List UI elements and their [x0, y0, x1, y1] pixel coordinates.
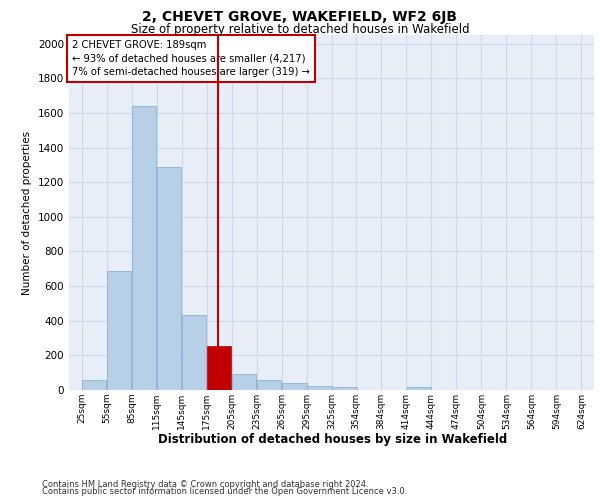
Bar [107, 270, 131, 390]
Bar [182, 314, 206, 390]
Text: Size of property relative to detached houses in Wakefield: Size of property relative to detached ho… [131, 22, 469, 36]
Bar [132, 106, 156, 390]
Y-axis label: Number of detached properties: Number of detached properties [22, 130, 32, 294]
Bar [307, 386, 332, 390]
Bar [207, 346, 232, 390]
Text: 2, CHEVET GROVE, WAKEFIELD, WF2 6JB: 2, CHEVET GROVE, WAKEFIELD, WF2 6JB [143, 10, 458, 24]
Bar [232, 374, 256, 390]
Bar [282, 383, 307, 390]
Text: Contains public sector information licensed under the Open Government Licence v3: Contains public sector information licen… [42, 487, 407, 496]
Text: Distribution of detached houses by size in Wakefield: Distribution of detached houses by size … [158, 432, 508, 446]
Bar [82, 380, 106, 390]
Bar [332, 388, 356, 390]
Bar [407, 388, 431, 390]
Bar [157, 168, 181, 390]
Text: Contains HM Land Registry data © Crown copyright and database right 2024.: Contains HM Land Registry data © Crown c… [42, 480, 368, 489]
Text: 2 CHEVET GROVE: 189sqm
← 93% of detached houses are smaller (4,217)
7% of semi-d: 2 CHEVET GROVE: 189sqm ← 93% of detached… [71, 40, 310, 76]
Bar [257, 380, 281, 390]
